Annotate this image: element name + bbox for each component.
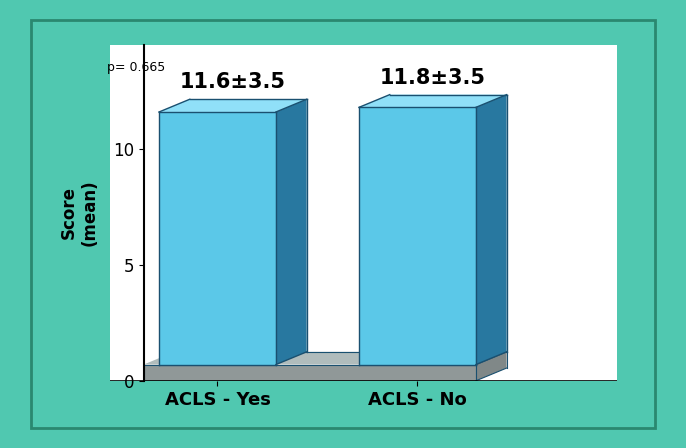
Polygon shape <box>276 99 307 365</box>
Text: 11.6±3.5: 11.6±3.5 <box>180 72 286 92</box>
Text: 11.8±3.5: 11.8±3.5 <box>380 68 486 88</box>
Polygon shape <box>476 352 507 381</box>
Text: p= 0.665: p= 0.665 <box>107 61 165 74</box>
Bar <box>0 0 31 448</box>
Polygon shape <box>143 352 507 365</box>
Bar <box>0 428 686 448</box>
Polygon shape <box>476 95 507 365</box>
Bar <box>655 0 686 448</box>
Y-axis label: Score
(mean): Score (mean) <box>60 180 99 246</box>
Bar <box>159 112 276 365</box>
Bar <box>0 0 686 20</box>
Polygon shape <box>359 95 507 108</box>
Bar <box>359 108 476 365</box>
Bar <box>143 365 476 381</box>
Polygon shape <box>159 99 307 112</box>
